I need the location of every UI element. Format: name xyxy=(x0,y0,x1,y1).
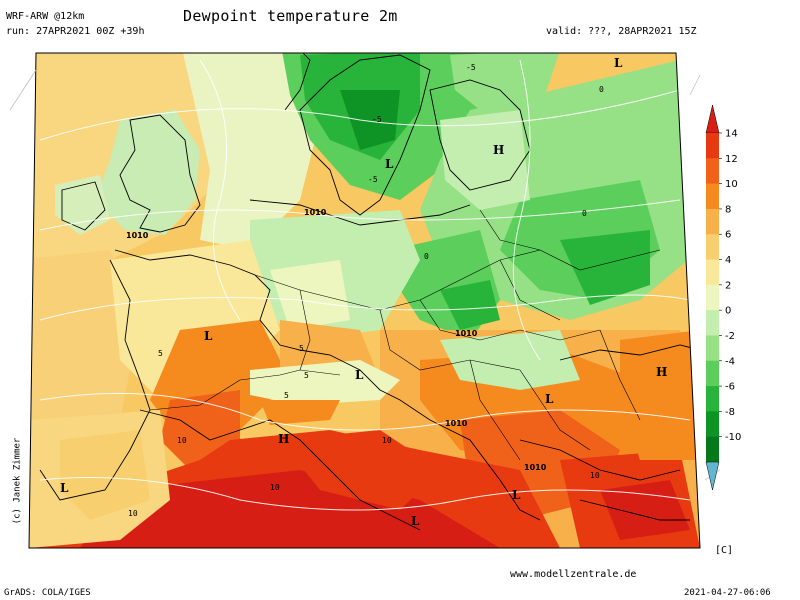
contour-label: 0 xyxy=(582,209,587,218)
contour-labels: -5 -5 -5 5 5 5 5 10 10 10 10 10 0 0 0 xyxy=(128,63,604,518)
colorbar-tick-label: 0 xyxy=(725,306,731,317)
contour-label: -5 xyxy=(466,63,476,72)
pressure-label: 1010 xyxy=(455,329,478,338)
pressure-markers: H H H L L L L L L L L xyxy=(60,56,667,528)
pressure-label: 1010 xyxy=(445,419,468,428)
website-label: www.modellzentrale.de xyxy=(510,569,637,580)
contour-label: 10 xyxy=(270,483,280,492)
colorbar-block xyxy=(706,411,719,438)
colorbar-block xyxy=(706,183,719,210)
colorbar-block xyxy=(706,284,719,311)
low-marker: L xyxy=(204,329,213,343)
dewpoint-field xyxy=(29,53,700,548)
colorbar-tick-label: 6 xyxy=(725,230,731,241)
colorbar-tick-label: -4 xyxy=(725,356,735,367)
pressure-label: 1010 xyxy=(126,231,149,240)
colorbar-block xyxy=(706,133,719,159)
contour-label: 10 xyxy=(177,436,187,445)
colorbar-tick-label: 12 xyxy=(725,154,738,165)
contour-label: 5 xyxy=(299,344,304,353)
colorbar-cap-top xyxy=(705,104,720,134)
colorbar-tick-label: -6 xyxy=(725,382,735,393)
contour-label: 10 xyxy=(590,471,600,480)
colorbar-block xyxy=(706,335,719,362)
isobars xyxy=(39,59,691,511)
low-marker: L xyxy=(512,488,521,502)
colorbar-tick-label: -10 xyxy=(725,432,741,443)
run-label: run: 27APR2021 00Z +39h xyxy=(6,26,145,37)
colorbar-block xyxy=(706,259,719,286)
pressure-label: 1010 xyxy=(524,463,547,472)
high-marker: H xyxy=(278,432,289,446)
low-marker: L xyxy=(614,56,623,70)
copyright-label: (c) Janek Zimmer xyxy=(12,437,23,525)
colorbar-tick-label: 14 xyxy=(725,129,738,140)
coastlines xyxy=(39,53,700,531)
contour-label: 10 xyxy=(128,509,138,518)
colorbar-block xyxy=(706,310,719,336)
contour-label: 0 xyxy=(599,85,604,94)
grads-label: GrADS: COLA/IGES xyxy=(4,588,91,598)
timestamp-label: 2021-04-27-06:06 xyxy=(684,588,771,598)
low-marker: L xyxy=(355,368,364,382)
low-marker: L xyxy=(385,157,394,171)
contour-label: 5 xyxy=(158,349,163,358)
colorbar-blocks xyxy=(705,104,720,491)
colorbar-tick-label: 2 xyxy=(725,280,731,291)
colorbar-tick-label: 4 xyxy=(725,255,731,266)
low-marker: L xyxy=(60,481,69,495)
pressure-labels: 1010 1010 1010 1010 1010 xyxy=(126,208,547,472)
contour-label: 10 xyxy=(382,436,392,445)
valid-label: valid: ???, 28APR2021 15Z xyxy=(546,26,697,37)
map-frame xyxy=(28,52,701,549)
colorbar-block xyxy=(706,436,719,463)
low-marker: L xyxy=(411,514,420,528)
colorbar-tick-label: -2 xyxy=(725,331,735,342)
contour-label: -5 xyxy=(368,175,378,184)
colorbar-block xyxy=(706,158,719,185)
colorbar-block xyxy=(706,360,719,387)
model-label: WRF-ARW @12km xyxy=(6,11,85,22)
contour-label: -5 xyxy=(372,115,382,124)
colorbar-tick-label: 8 xyxy=(725,204,731,215)
contour-label: 5 xyxy=(304,371,309,380)
colorbar-block xyxy=(706,234,719,261)
high-marker: H xyxy=(656,365,667,379)
pressure-label: 1010 xyxy=(304,208,327,217)
colorbar-block xyxy=(706,208,719,235)
colorbar-cap-bottom xyxy=(705,461,720,491)
high-marker: H xyxy=(493,143,504,157)
colorbar-block xyxy=(706,386,719,412)
map-title: Dewpoint temperature 2m xyxy=(183,7,398,25)
contour-label: 0 xyxy=(424,252,429,261)
colorbar-tick-label: -8 xyxy=(725,407,735,418)
colorbar-ticks: 14 12 10 8 6 4 2 0 -2 -4 -6 -8 -10 xyxy=(719,129,741,443)
colorbar-tick-label: 10 xyxy=(725,179,738,190)
contour-label: 5 xyxy=(284,391,289,400)
colorbar-unit: [C] xyxy=(715,545,734,556)
low-marker: L xyxy=(545,392,554,406)
